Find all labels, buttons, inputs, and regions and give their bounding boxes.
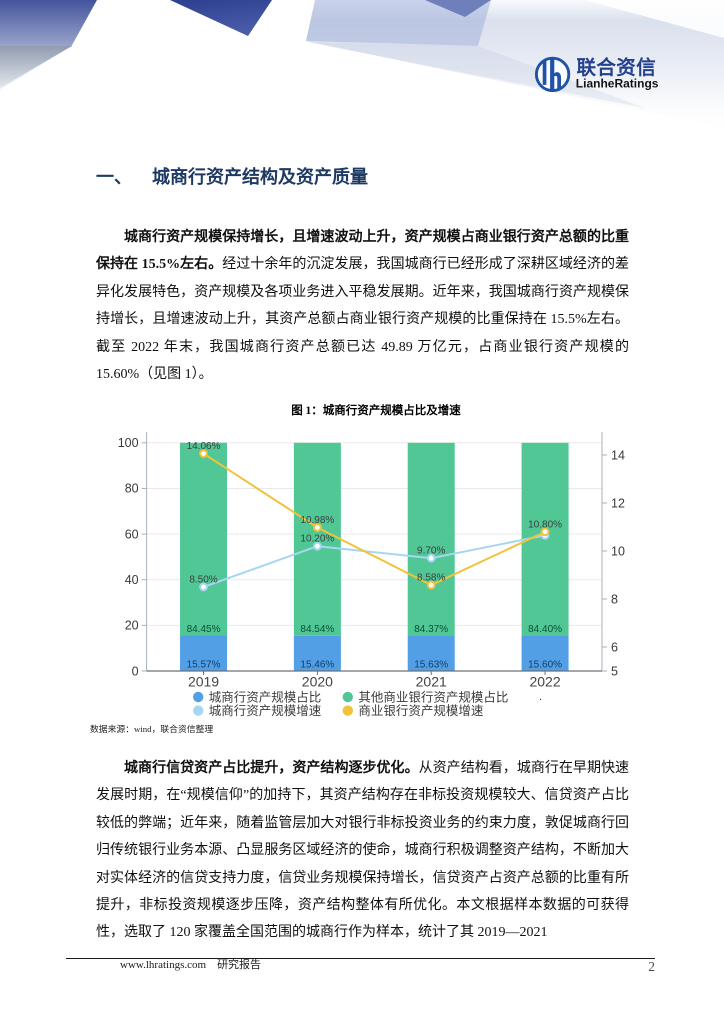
line-marker[interactable] [312,541,322,551]
x-axis-category-label: 2022 [529,674,560,690]
bar-segment[interactable] [180,442,228,636]
line-marker[interactable] [199,449,208,458]
x-axis-category-label: 2021 [416,674,447,690]
bar-label: 84.37% [414,624,448,635]
legend-label[interactable]: 城商行资产规模增速 [209,703,322,718]
x-axis-category-label: 2019 [188,674,219,690]
line-label: 8.50% [189,575,217,586]
line-label: 10.80% [528,519,562,530]
bar-segment[interactable] [293,442,341,636]
banner-blue-quad [0,0,97,47]
banner-faint-wedge [306,42,645,108]
right-axis-tick-label: 10 [611,544,625,558]
legend-marker[interactable] [193,705,204,716]
right-axis-tick-label: 12 [611,496,625,510]
legend-stray-dot: . [539,691,542,703]
logo: 联合资信 LianheRatings [534,56,659,93]
right-axis-tick-label: 6 [611,640,618,654]
footer-report-label: 研究报告 [217,959,262,971]
left-axis-tick-label: 0 [132,664,139,678]
banner-lightblue-triangle [306,0,491,46]
bar-label: 84.54% [300,624,334,635]
section-heading-title: 城商行资产结构及资产质量 [152,167,368,187]
logo-en-text: LianheRatings [576,77,659,91]
bar-segment[interactable] [521,635,569,671]
line-label: 8.58% [417,573,445,584]
line-label: 10.20% [300,534,334,545]
bar-label: 84.45% [187,624,221,635]
left-axis-tick-label: 60 [125,527,139,541]
footer-rule [66,958,655,959]
bar-label: 15.57% [187,660,221,671]
footer-page-number: 2 [648,959,655,974]
paragraph-1-lead: 城商行资产规模保持增长，且增速波动上升，资产规模占商业银行资产总额的比重保持在 … [96,230,629,273]
line-label: 9.70% [417,546,445,557]
bar-label: 84.40% [528,624,562,635]
line-series [202,452,546,587]
paragraph-1-text: 经过十余年的沉淀发展，我国城商行已经形成了深耕区域经济的差异化发展特色，资产规模… [96,257,630,383]
bar-label: 15.60% [528,660,562,671]
figure-source-note: 数据来源：wind，联合资信整理 [90,724,214,734]
left-axis-tick-label: 80 [125,482,139,496]
banner-white-corner [585,0,724,38]
paragraph-2-lead: 城商行信贷资产占比提升，资产结构逐步优化。 [124,761,419,776]
right-axis-tick-label: 8 [611,592,618,606]
logo-cn-text: 联合资信 [577,56,657,79]
line-marker[interactable] [540,527,550,537]
line-label: 10.98% [300,515,334,526]
paragraph-1: 城商行资产规模保持增长，且增速波动上升，资产规模占商业银行资产总额的比重保持在 … [96,224,629,388]
figure-caption: 图 1：城商行资产规模占比及增速 [291,405,461,417]
line-series [203,534,546,588]
banner-navy-triangle [170,0,272,36]
legend-label[interactable]: 城商行资产规模占比 [209,689,322,704]
line-marker[interactable] [426,553,436,563]
legend-marker[interactable] [342,705,353,716]
section-heading-index: 一、 [96,167,132,187]
right-axis-tick-label: 5 [611,664,618,678]
banner-white-mountain [0,0,724,128]
logo-lh-icon [542,57,561,92]
header-banner: 联合资信 LianheRatings [0,0,724,128]
left-axis-tick-label: 40 [125,573,139,587]
paragraph-2: 城商行信贷资产占比提升，资产结构逐步优化。从资产结构看，城商行在早期快速发展时期… [96,755,629,947]
legend-marker[interactable] [342,691,353,703]
banner-shapes [0,0,724,128]
bar-label: 15.63% [414,660,448,671]
left-axis-tick-label: 100 [118,436,139,450]
legend-label[interactable]: 其他商业银行资产规模占比 [358,689,508,704]
line-marker[interactable] [199,582,208,592]
line-marker[interactable] [312,523,322,532]
bar-segment[interactable] [407,442,455,636]
bar-segment[interactable] [407,635,455,671]
bar-segment[interactable] [180,635,228,671]
banner-gray-wedge [0,46,72,88]
right-axis-tick-label: 14 [611,448,625,462]
bar-segment[interactable] [293,635,341,671]
figure-chart: 15.57% 84.45% 15.46% 84.54% 15.63% 84.37% 15.6… [118,432,625,718]
line-label: 14.06% [187,441,221,452]
legend-label[interactable]: 商业银行资产规模增速 [358,703,484,718]
bar-label: 15.46% [300,660,334,671]
section-heading: 一、 城商行资产结构及资产质量 [96,163,656,189]
left-axis-tick-label: 20 [125,619,139,633]
line-marker[interactable] [426,580,436,590]
x-axis-category-label: 2020 [302,674,333,690]
paragraph-2-text: 从资产结构看，城商行在早期快速发展时期，在“规模信仰”的加持下，其资产结构存在非… [96,761,630,941]
footer-left: www.lhratings.com 研究报告 [120,956,261,972]
legend-marker[interactable] [193,691,204,703]
footer-url[interactable]: www.lhratings.com [120,959,207,971]
